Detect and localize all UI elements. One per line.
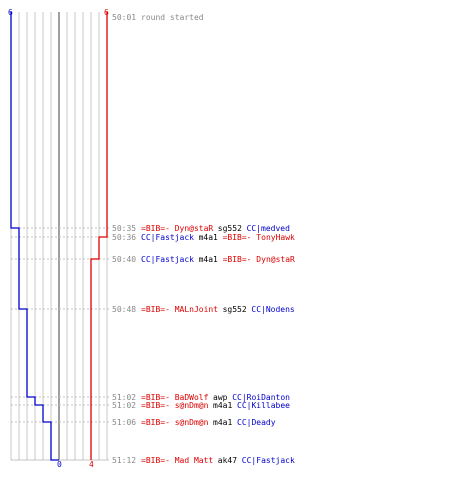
event-time: 51:12 [112,456,136,465]
event-killer: CC|Fastjack [141,233,194,242]
event-weapon: awp [213,393,228,402]
event-victim: CC|Nodens [251,305,295,314]
event-victim: CC|Fastjack [242,456,295,465]
bib-alive-line [90,12,108,460]
event-killer: =BIB=- s@nDm@n [141,401,209,410]
event-time: 50:40 [112,255,136,264]
event-victim: CC|Killabee [237,401,290,410]
event-weapon: m4a1 [199,255,218,264]
event-victim: =BIB=- Dyn@staR [223,255,295,264]
event-weapon: m4a1 [213,401,232,410]
event-weapon: sg552 [218,224,242,233]
event-time: 50:35 [112,224,136,233]
event-time: 50:36 [112,233,136,242]
event-weapon: m4a1 [199,233,218,242]
event-time: 50:48 [112,305,136,314]
event-killer: =BIB=- BaDWolf [141,393,209,402]
event-weapon: sg552 [223,305,247,314]
cc-end-count: 0 [57,460,62,469]
event-message: round started [141,13,204,22]
event-time: 51:02 [112,401,136,410]
event-weapon: m4a1 [213,418,232,427]
cc-start-count: 6 [8,8,13,17]
event-victim: CC|Deady [237,418,276,427]
event-killer: =BIB=- s@nDm@n [141,418,209,427]
event-time: 50:01 [112,13,136,22]
event-killer: =BIB=- Dyn@staR [141,224,213,233]
event-victim: CC|RoiDanton [232,393,290,402]
event-victim: CC|medved [247,224,291,233]
event-victim: =BIB=- TonyHawk [223,233,295,242]
event-weapon: ak47 [218,456,237,465]
event-killer: =BIB=- Mad Matt [141,456,213,465]
event-killer: =BIB=- MALnJoint [141,305,218,314]
bib-end-count: 4 [89,460,94,469]
cc-alive-line [10,12,59,461]
bib-start-count: 6 [104,8,109,17]
event-time: 51:02 [112,393,136,402]
event-killer: CC|Fastjack [141,255,194,264]
event-time: 51:06 [112,418,136,427]
